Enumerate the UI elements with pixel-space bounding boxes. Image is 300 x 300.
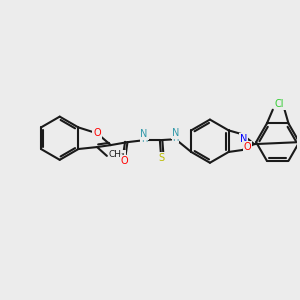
Text: O: O [244,142,251,152]
Text: O: O [93,128,101,138]
Text: Cl: Cl [277,99,286,109]
Text: O: O [121,156,128,166]
Text: CH₃: CH₃ [109,150,125,159]
Text: N: N [240,134,247,144]
Text: N: N [140,129,148,139]
Text: H: H [172,134,179,143]
Text: S: S [159,153,165,163]
Text: H: H [141,135,147,144]
Text: N: N [172,128,179,138]
Text: Cl: Cl [275,99,284,109]
